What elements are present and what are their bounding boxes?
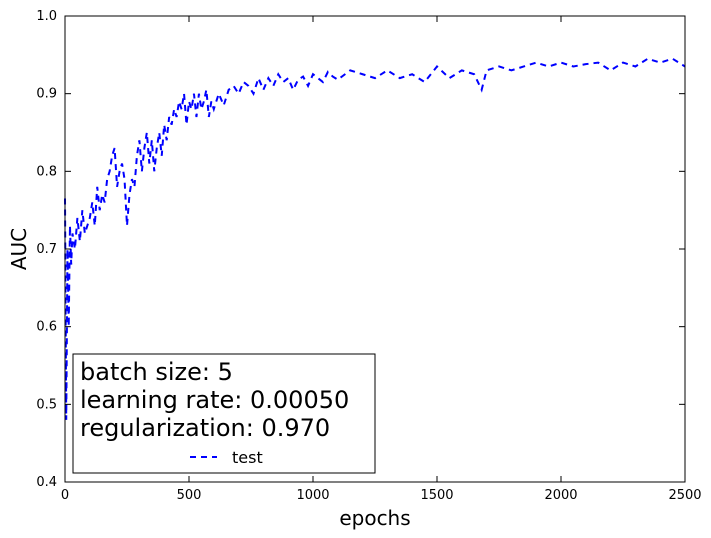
legend-box xyxy=(72,353,376,474)
y-tick-label: 0.5 xyxy=(36,397,57,412)
x-tick-label: 500 xyxy=(177,488,202,503)
x-tick-label: 2000 xyxy=(544,488,577,503)
y-tick-label: 0.7 xyxy=(36,242,57,257)
y-tick-label: 0.9 xyxy=(36,87,57,102)
legend-title-line-1: batch size: 5 xyxy=(80,358,233,386)
plot-area xyxy=(64,57,686,420)
x-tick-label: 1500 xyxy=(420,488,453,503)
y-axis-label: AUC xyxy=(7,228,31,270)
legend-title-line-2: learning rate: 0.00050 xyxy=(80,386,349,414)
x-axis-label: epochs xyxy=(339,506,410,530)
series-line-test xyxy=(64,57,686,420)
y-tick-label: 1.0 xyxy=(36,9,57,24)
y-tick-label: 0.4 xyxy=(36,475,57,490)
y-tick-label: 0.8 xyxy=(36,164,57,179)
legend: batch size: 5 learning rate: 0.00050 reg… xyxy=(72,353,376,474)
legend-test-label: test xyxy=(232,448,263,467)
axis-ticks: 0 500 1000 1500 2000 2500 0.4 0.5 0.6 0.7 0.8 0.9 1.… xyxy=(36,9,701,503)
y-tick-label: 0.6 xyxy=(36,320,57,335)
legend-title-line-3: regularization: 0.970 xyxy=(80,414,330,442)
x-tick-label: 2500 xyxy=(668,488,701,503)
x-tick-label: 1000 xyxy=(296,488,329,503)
x-tick-label: 0 xyxy=(61,488,69,503)
